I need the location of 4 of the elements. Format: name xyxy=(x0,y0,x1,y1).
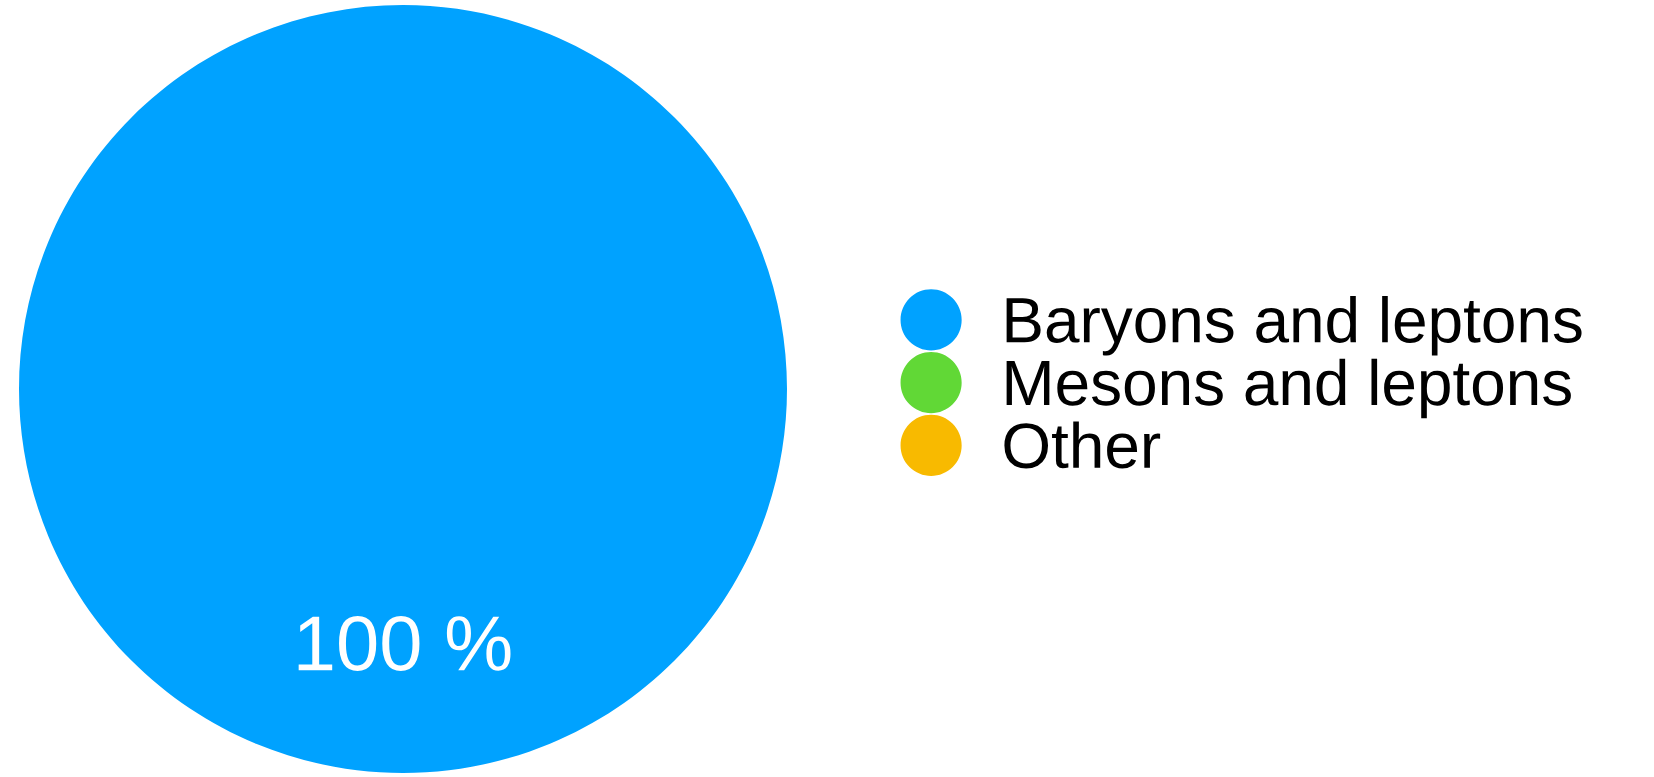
legend-label: Other xyxy=(1004,421,1161,469)
data-label: 100 % xyxy=(298,615,511,671)
legend-label: Mesons and leptons xyxy=(1006,358,1571,419)
legend-label: Baryons and leptons xyxy=(1006,295,1582,356)
